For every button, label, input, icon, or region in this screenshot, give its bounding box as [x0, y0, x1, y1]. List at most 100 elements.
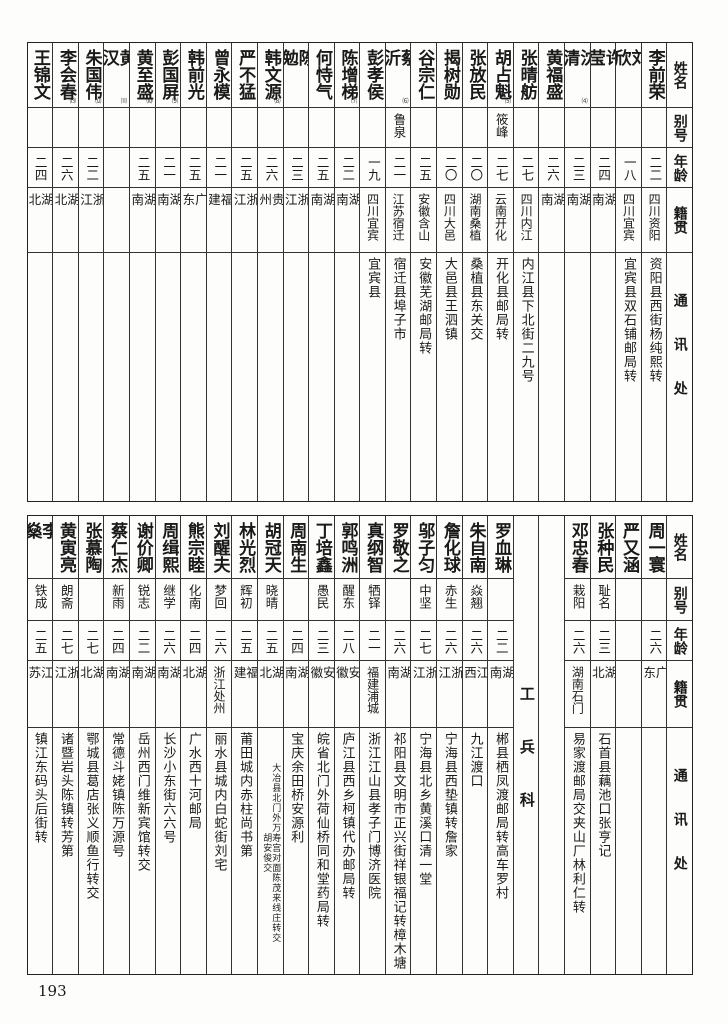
address-cell: 常德斗姥镇陈万源号 [104, 728, 129, 974]
address-cell [591, 253, 616, 501]
name-cell: 胡冠天 [257, 516, 283, 579]
person-name: 严不猛 [235, 49, 256, 100]
person-native: 湖南 [309, 193, 334, 234]
address-cell: 莆田城内赤柱尚书第 [232, 728, 257, 974]
footnote-marker: ⑾ [120, 98, 127, 105]
name-cell: 严不猛 [232, 43, 257, 108]
age-cell: 二七 [488, 148, 513, 188]
person-age: 二三 [289, 156, 305, 181]
native-cell: 福建 [232, 661, 257, 728]
person-age: 二六 [58, 156, 74, 181]
name-cell: 蔡沂 ⑹ [385, 43, 411, 108]
address-cell: 资阳县西街杨纯熙转 [642, 253, 667, 501]
address-cell [207, 253, 232, 501]
native-cell: 浙江 [411, 661, 437, 728]
person-age: 二六 [647, 629, 663, 654]
alias-cell [641, 108, 667, 148]
person-age: 二七 [519, 156, 535, 181]
person-native: 湖北 [257, 666, 283, 707]
footnote-marker: ⒀ [69, 98, 76, 105]
address-cell: 镇江东码头后街转 [27, 728, 53, 974]
person-native: 四川资阳 [647, 193, 662, 241]
person-column: 彭孝侯 一九 四川宜宾 宜宾县 [359, 43, 385, 501]
native-cell: 江西 [462, 661, 488, 728]
person-address: 长沙小东街六六号 [160, 732, 176, 844]
person-name: 张慕陶 [81, 522, 102, 573]
age-cell: 二三 [590, 621, 616, 661]
address-cell: 郴县栖凤渡邮局转高车罗村 [488, 728, 513, 974]
alias-cell: 筱峰 [488, 108, 513, 148]
person-address: 宁海县北乡黄溪口清一堂 [416, 732, 432, 886]
person-name: 黄至盛 [132, 49, 153, 100]
native-cell: 湖南 [129, 661, 155, 728]
person-column: 曾永模 二一 福建 [205, 43, 232, 501]
alias-cell [360, 108, 385, 148]
person-column: 沈清 ⑷ 二三湖南 [564, 43, 590, 501]
person-column: 张种民 耻名 二三 湖北 石首县藕池口张亨记 [589, 516, 616, 974]
person-age: 二六 [570, 629, 586, 654]
header-label: 别号 [671, 585, 688, 614]
person-column: 周一寰 二六 广东 [640, 516, 667, 974]
person-alias: 梦回 [212, 584, 228, 609]
name-cell: 何恃气 [309, 43, 334, 108]
person-name: 李燊 [26, 522, 53, 556]
age-cell: 二五 [257, 621, 283, 661]
person-name: 张放民 [465, 49, 486, 100]
name-cell: 谢价卿 [129, 516, 155, 579]
person-native: 湖南 [565, 193, 590, 234]
person-name: 罗敬之 [388, 522, 409, 573]
header-label: 姓名 [671, 61, 688, 89]
native-cell: 湖北 [26, 188, 53, 253]
person-age: 二四 [186, 629, 202, 654]
person-age: 二八 [340, 629, 356, 654]
person-column: 张放民 二〇 湖南桑植 桑植县东关交 [461, 43, 488, 501]
address-cell: 广水西十河邮局 [181, 728, 206, 974]
person-name: 朱国伟 [81, 49, 102, 100]
native-cell: 湖北 [78, 661, 104, 728]
name-cell: 许莹 [590, 43, 616, 108]
person-column: 李燊 铁成 二五 江苏 镇江东码头后街转 [26, 516, 53, 974]
person-age: 二二 [135, 629, 151, 654]
person-name: 朱自南 [465, 522, 486, 573]
person-age: 二五 [237, 156, 253, 181]
person-address: 郴县栖凤渡邮局转高车罗村 [493, 732, 509, 900]
person-age: 二一 [391, 156, 407, 181]
alias-cell: 辉初 [232, 579, 257, 621]
person-alias: 筱峰 [493, 113, 509, 138]
person-address: 岳州西门维新宾馆转交 [134, 732, 150, 872]
address-cell: 大冶县北门外万寿宫对面陈茂来线庄转交 胡安俊交 [258, 728, 283, 974]
person-name: 周缉熙 [158, 522, 179, 573]
person-column: 揭树勋 二〇 四川大邑 大邑县王泗镇 [436, 43, 462, 501]
person-age: 二四 [289, 629, 305, 654]
person-alias: 晓晴 [263, 584, 279, 609]
person-age: 二五 [263, 629, 279, 654]
alias-cell [616, 108, 641, 148]
name-cell: 沈清 ⑷ [565, 43, 590, 108]
person-column: 邬子匀 中坚 二七 浙江 宁海县北乡黄溪口清一堂 [410, 516, 437, 974]
person-age: 二七 [493, 156, 509, 181]
person-name: 彭国屏 [158, 49, 179, 100]
person-native: 湖南 [129, 193, 155, 234]
person-age: 二五 [186, 156, 202, 181]
person-column: 黄汉 ⑾ [103, 43, 129, 501]
person-native: 安徽 [334, 666, 360, 707]
person-age: 二六 [212, 629, 228, 654]
native-cell: 四川宜宾 [360, 188, 385, 253]
age-cell: 二五 [232, 621, 257, 661]
alias-cell: 鲁泉 [385, 108, 411, 148]
header-cell: 籍贯 [667, 661, 692, 728]
alias-cell [181, 108, 206, 148]
footnote-marker: ⑻ [274, 98, 281, 105]
native-cell: 云南开化 [488, 188, 513, 253]
person-alias: 栽阳 [570, 584, 586, 609]
age-cell: 二四 [590, 148, 616, 188]
alias-cell [53, 108, 78, 148]
person-name: 谷宗仁 [414, 49, 435, 100]
person-age: 二六 [263, 156, 279, 181]
name-cell: 黄汉 ⑾ [104, 43, 129, 108]
age-cell: 二三 [565, 148, 590, 188]
person-native: 湖南 [488, 666, 513, 707]
address-cell: 庐江县西乡柯镇代办邮局转 [335, 728, 360, 974]
native-cell: 湖南 [155, 661, 181, 728]
person-age: 二六 [544, 156, 560, 181]
